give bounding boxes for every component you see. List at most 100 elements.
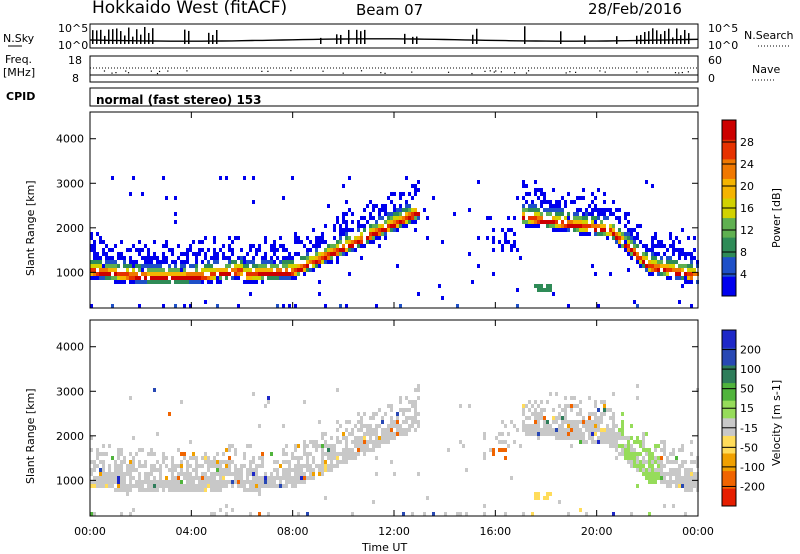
power-cell xyxy=(543,220,546,224)
power-cell xyxy=(594,208,597,212)
power-cell xyxy=(690,272,693,276)
velocity-cell xyxy=(117,452,120,456)
power-cell xyxy=(612,228,615,232)
colorbar-tick-label: 12 xyxy=(740,224,754,237)
power-cell xyxy=(246,272,249,276)
velocity-cell xyxy=(213,512,216,516)
power-cell xyxy=(96,264,99,268)
power-cell xyxy=(285,276,288,280)
power-cell xyxy=(582,216,585,220)
power-cell xyxy=(528,216,531,220)
colorbar-swatch xyxy=(722,453,736,472)
nsky-bar xyxy=(476,28,478,44)
power-cell xyxy=(381,208,384,212)
power-cell xyxy=(282,272,285,276)
power-cell xyxy=(339,240,342,244)
power-cell xyxy=(555,200,558,204)
velocity-cell xyxy=(222,480,225,484)
velocity-cell xyxy=(426,496,429,500)
power-cell xyxy=(294,236,297,240)
velocity-cell xyxy=(120,480,123,484)
power-cell xyxy=(225,268,228,272)
power-cell xyxy=(249,248,252,252)
power-cell xyxy=(249,280,252,284)
velocity-cell xyxy=(192,468,195,472)
velocity-cell xyxy=(522,404,525,408)
velocity-cell xyxy=(279,480,282,484)
velocity-cell xyxy=(570,396,573,400)
power-cell xyxy=(408,220,411,224)
power-cell xyxy=(213,272,216,276)
power-cell xyxy=(177,280,180,284)
power-cell xyxy=(174,260,177,264)
velocity-cell xyxy=(588,420,591,424)
colorbar-tick-label: 20 xyxy=(740,180,754,193)
velocity-cell xyxy=(681,448,684,452)
power-cell xyxy=(264,268,267,272)
power-cell xyxy=(390,192,393,196)
power-cell xyxy=(261,260,264,264)
velocity-cell xyxy=(141,448,144,452)
power-cell xyxy=(657,260,660,264)
power-cell xyxy=(228,236,231,240)
power-cell xyxy=(252,264,255,268)
velocity-cell xyxy=(408,428,411,432)
velocity-cell xyxy=(219,464,222,468)
velocity-cell xyxy=(210,460,213,464)
velocity-cell xyxy=(570,404,573,408)
velocity-cell xyxy=(672,472,675,476)
velocity-cell xyxy=(291,484,294,488)
power-cell xyxy=(297,264,300,268)
power-cell xyxy=(90,268,93,272)
velocity-cell xyxy=(99,452,102,456)
power-cell xyxy=(534,224,537,228)
velocity-cell xyxy=(171,460,174,464)
power-cell xyxy=(219,176,222,180)
power-cell xyxy=(636,304,639,308)
power-cell xyxy=(669,256,672,260)
velocity-cell xyxy=(96,464,99,468)
freq-tick-high: 18 xyxy=(68,54,82,67)
power-cell xyxy=(657,244,660,248)
power-cell xyxy=(432,196,435,200)
power-cell xyxy=(654,268,657,272)
power-cell xyxy=(141,248,144,252)
velocity-cell xyxy=(324,444,327,448)
power-cell xyxy=(405,208,408,212)
velocity-cell xyxy=(549,428,552,432)
power-cell xyxy=(270,260,273,264)
velocity-cell xyxy=(264,484,267,488)
velocity-cell xyxy=(156,484,159,488)
power-cell xyxy=(651,268,654,272)
power-cell xyxy=(648,264,651,268)
power-cell xyxy=(666,264,669,268)
power-cell xyxy=(627,248,630,252)
power-cell xyxy=(348,248,351,252)
velocity-cell xyxy=(552,416,555,420)
velocity-cell xyxy=(534,496,537,500)
power-cell xyxy=(312,228,315,232)
velocity-cell xyxy=(294,464,297,468)
power-cell xyxy=(111,268,114,272)
velocity-cell xyxy=(216,460,219,464)
velocity-cell xyxy=(636,440,639,444)
power-cell xyxy=(132,260,135,264)
power-cell xyxy=(153,268,156,272)
power-cell xyxy=(228,256,231,260)
power-cell xyxy=(600,224,603,228)
power-cell xyxy=(579,196,582,200)
power-cell xyxy=(195,276,198,280)
velocity-cell xyxy=(315,464,318,468)
power-cell xyxy=(330,248,333,252)
velocity-cell xyxy=(663,480,666,484)
velocity-cell xyxy=(642,432,645,436)
power-cell xyxy=(663,272,666,276)
velocity-cell xyxy=(309,468,312,472)
velocity-cell xyxy=(528,408,531,412)
power-cell xyxy=(684,272,687,276)
power-cell xyxy=(360,236,363,240)
power-cell xyxy=(603,216,606,220)
power-cell xyxy=(270,268,273,272)
power-cell xyxy=(678,300,681,304)
